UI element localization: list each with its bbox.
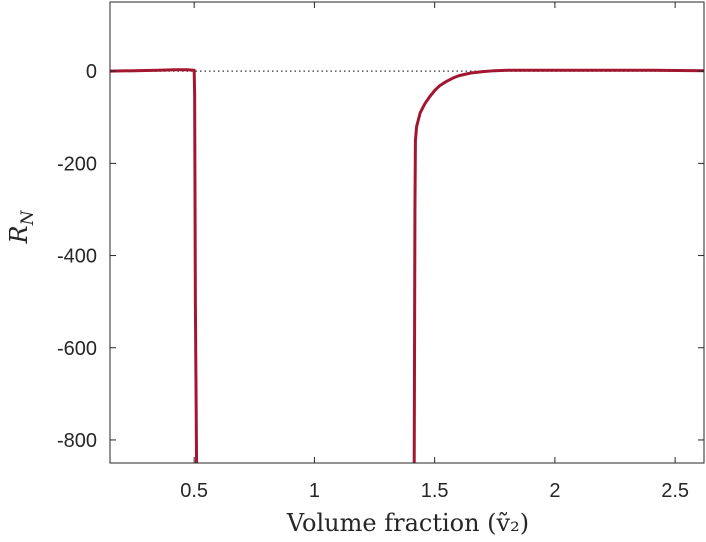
- series-line-segment-2: [412, 68, 704, 463]
- x-tick-label: 1.5: [421, 480, 449, 502]
- y-tick-label: -600: [57, 338, 97, 360]
- y-tick-label: 0: [86, 61, 97, 83]
- plot-frame: [109, 1, 705, 464]
- y-tick-label: -200: [57, 153, 97, 175]
- y-axis-label: RN: [5, 209, 38, 244]
- x-axis-label: Volume fraction (ṽ₂): [286, 509, 529, 537]
- y-tick-label: -800: [57, 430, 97, 452]
- plot-area: [109, 1, 705, 464]
- y-tick-label: -400: [57, 246, 97, 268]
- x-axis-ticks: 0.5 1 1.5 2 2.5: [180, 2, 689, 502]
- x-tick-label: 2.5: [661, 480, 689, 502]
- x-tick-label: 2: [549, 480, 560, 502]
- x-tick-label: 1: [309, 480, 320, 502]
- x-tick-label: 0.5: [180, 480, 208, 502]
- y-axis-ticks: 0 -200 -400 -600 -800: [57, 61, 704, 452]
- series-line-segment-1: [110, 68, 199, 463]
- series-layer: [110, 68, 704, 463]
